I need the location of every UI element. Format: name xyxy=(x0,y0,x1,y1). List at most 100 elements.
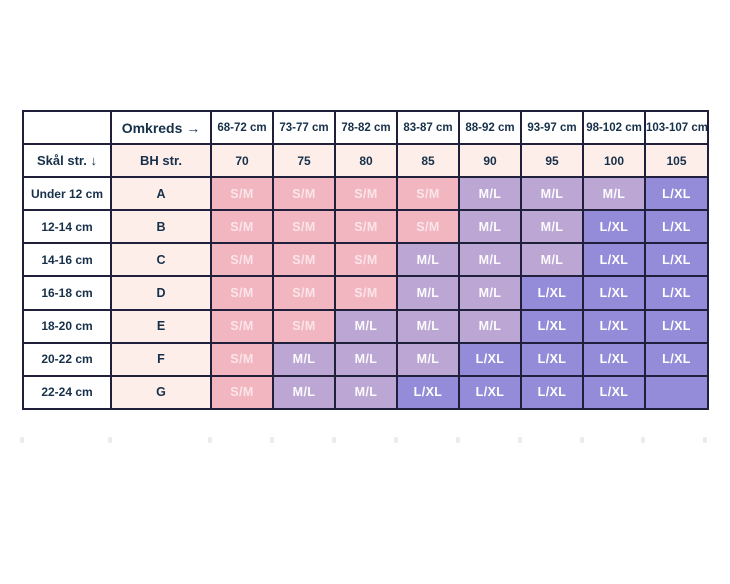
size-recommendation-cell: L/XL xyxy=(644,175,709,212)
size-recommendation-cell: S/M xyxy=(396,209,460,245)
size-recommendation-cell: L/XL xyxy=(458,374,522,411)
circumference-range-header: 73-77 cm xyxy=(272,110,336,145)
tick-mark xyxy=(332,437,336,443)
size-recommendation-cell: S/M xyxy=(210,308,274,344)
size-table-row: 16-18 cm D S/M S/M S/M M/L M/L L/XL L/XL L/XL xyxy=(22,275,709,311)
tick-mark xyxy=(108,437,112,443)
cup-letter-cell: G xyxy=(110,374,212,411)
size-recommendation-cell: L/XL xyxy=(644,275,709,311)
size-recommendation-cell: M/L xyxy=(520,175,584,212)
size-table-row: 20-22 cm F S/M M/L M/L M/L L/XL L/XL L/XL L/XL xyxy=(22,341,709,377)
cup-letter-cell: A xyxy=(110,175,212,212)
circumference-header-row: Omkreds → 68-72 cm 73-77 cm 78-82 cm 83-87 … xyxy=(22,110,709,145)
size-recommendation-cell: L/XL xyxy=(644,308,709,344)
size-recommendation-cell: S/M xyxy=(210,374,274,411)
band-size-cell: 80 xyxy=(334,143,398,178)
size-table-row: 22-24 cm G S/M M/L M/L L/XL L/XL L/XL L/XL xyxy=(22,374,709,411)
size-recommendation-cell: M/L xyxy=(520,242,584,278)
tick-mark xyxy=(20,437,24,443)
size-recommendation-cell: M/L xyxy=(396,242,460,278)
circumference-range-header: 103-107 cm xyxy=(644,110,709,145)
cup-size-header-cell: Skål str. ↓ xyxy=(22,143,112,178)
size-recommendation-cell: M/L xyxy=(396,341,460,377)
size-recommendation-cell: L/XL xyxy=(582,275,646,311)
size-recommendation-cell: M/L xyxy=(272,374,336,411)
cup-range-cell: 18-20 cm xyxy=(22,308,112,344)
size-recommendation-cell xyxy=(644,374,709,411)
band-size-cell: 100 xyxy=(582,143,646,178)
cup-range-cell: 20-22 cm xyxy=(22,341,112,377)
tick-mark xyxy=(270,437,274,443)
band-size-cell: 90 xyxy=(458,143,522,178)
cup-letter-cell: C xyxy=(110,242,212,278)
circumference-range-header: 78-82 cm xyxy=(334,110,398,145)
size-recommendation-cell: S/M xyxy=(272,209,336,245)
cup-range-cell: Under 12 cm xyxy=(22,175,112,212)
band-size-cell: 85 xyxy=(396,143,460,178)
size-recommendation-cell: S/M xyxy=(272,308,336,344)
tick-mark xyxy=(580,437,584,443)
size-recommendation-cell: M/L xyxy=(458,308,522,344)
omkreds-header-cell: Omkreds → xyxy=(110,110,212,145)
circumference-range-header: 93-97 cm xyxy=(520,110,584,145)
size-recommendation-cell: M/L xyxy=(396,275,460,311)
cup-range-cell: 22-24 cm xyxy=(22,374,112,411)
size-recommendation-cell: L/XL xyxy=(644,341,709,377)
cup-letter-cell: B xyxy=(110,209,212,245)
down-arrow-icon: ↓ xyxy=(90,153,98,168)
size-recommendation-cell: L/XL xyxy=(582,374,646,411)
cup-letter-cell: E xyxy=(110,308,212,344)
size-recommendation-cell: M/L xyxy=(272,341,336,377)
size-table-row: 14-16 cm C S/M S/M S/M M/L M/L M/L L/XL L/XL xyxy=(22,242,709,278)
size-recommendation-cell: S/M xyxy=(334,242,398,278)
corner-cell xyxy=(22,110,112,145)
skal-label: Skål str. xyxy=(37,153,87,168)
size-recommendation-cell: S/M xyxy=(210,209,274,245)
right-arrow-icon: → xyxy=(186,119,201,136)
circumference-range-header: 88-92 cm xyxy=(458,110,522,145)
size-recommendation-cell: S/M xyxy=(334,275,398,311)
size-recommendation-cell: S/M xyxy=(272,275,336,311)
size-table-row: Under 12 cm A S/M S/M S/M S/M M/L M/L M/L L/XL xyxy=(22,175,709,212)
cup-letter-cell: D xyxy=(110,275,212,311)
cup-range-cell: 16-18 cm xyxy=(22,275,112,311)
size-recommendation-cell: M/L xyxy=(458,175,522,212)
size-recommendation-cell: S/M xyxy=(210,175,274,212)
size-recommendation-cell: M/L xyxy=(458,275,522,311)
tick-mark xyxy=(641,437,645,443)
circumference-range-header: 98-102 cm xyxy=(582,110,646,145)
size-recommendation-cell: S/M xyxy=(396,175,460,212)
bh-size-header-cell: BH str. xyxy=(110,143,212,178)
size-recommendation-cell: L/XL xyxy=(520,374,584,411)
bh-label: BH str. xyxy=(140,153,182,168)
tick-mark xyxy=(208,437,212,443)
size-recommendation-cell: M/L xyxy=(334,341,398,377)
size-recommendation-cell: L/XL xyxy=(582,341,646,377)
size-recommendation-cell: M/L xyxy=(458,242,522,278)
band-size-cell: 95 xyxy=(520,143,584,178)
tick-mark xyxy=(394,437,398,443)
size-recommendation-cell: S/M xyxy=(334,209,398,245)
size-recommendation-cell: S/M xyxy=(272,242,336,278)
band-size-row: Skål str. ↓ BH str. 70 75 80 85 90 95 100 105 xyxy=(22,143,709,178)
circumference-range-header: 68-72 cm xyxy=(210,110,274,145)
size-recommendation-cell: S/M xyxy=(334,175,398,212)
size-recommendation-cell: L/XL xyxy=(644,209,709,245)
cup-range-cell: 12-14 cm xyxy=(22,209,112,245)
size-recommendation-cell: L/XL xyxy=(520,275,584,311)
size-recommendation-cell: L/XL xyxy=(458,341,522,377)
tick-mark xyxy=(518,437,522,443)
size-recommendation-cell: M/L xyxy=(520,209,584,245)
band-size-cell: 70 xyxy=(210,143,274,178)
omkreds-label: Omkreds xyxy=(121,119,183,136)
size-recommendation-cell: L/XL xyxy=(644,242,709,278)
size-table-row: 12-14 cm B S/M S/M S/M S/M M/L M/L L/XL L/XL xyxy=(22,209,709,245)
size-table-row: 18-20 cm E S/M S/M M/L M/L M/L L/XL L/XL L/XL xyxy=(22,308,709,344)
circumference-range-header: 83-87 cm xyxy=(396,110,460,145)
cup-letter-cell: F xyxy=(110,341,212,377)
tick-mark xyxy=(456,437,460,443)
size-recommendation-cell: L/XL xyxy=(396,374,460,411)
size-recommendation-cell: S/M xyxy=(210,275,274,311)
size-recommendation-cell: L/XL xyxy=(520,341,584,377)
